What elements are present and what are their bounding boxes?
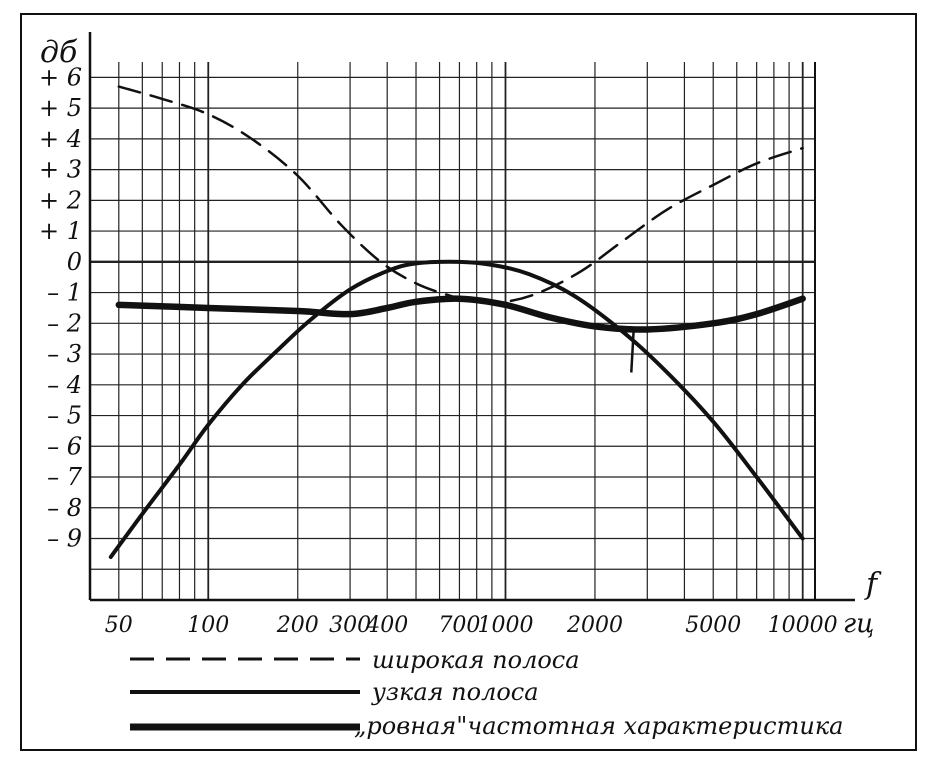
y-tick-label: + 2	[39, 186, 82, 214]
x-tick-label: 5000	[685, 613, 741, 638]
y-axis-label: дб	[40, 35, 78, 70]
y-tick-label: + 5	[39, 94, 82, 122]
x-tick-label: 400	[365, 613, 408, 638]
x-tick-label: 50	[105, 613, 133, 638]
y-tick-label: – 9	[47, 525, 82, 553]
x-tick-label: 200	[276, 613, 319, 638]
y-tick-label: – 3	[47, 340, 82, 368]
y-tick-label: – 7	[47, 463, 83, 491]
legend-label-wide-band: широкая полоса	[372, 646, 580, 674]
legend: широкая полоса узкая полоса „ровная"част…	[130, 646, 843, 740]
y-tick-label: + 4	[39, 125, 82, 153]
y-tick-label: – 2	[47, 309, 82, 337]
figure-frame	[20, 13, 917, 751]
x-tick-label: 100	[187, 613, 229, 638]
y-tick-label: – 1	[47, 279, 82, 307]
x-tick-label: 300	[329, 613, 371, 638]
series-group	[108, 85, 806, 559]
legend-label-narrow-band: узкая полоса	[371, 678, 539, 706]
series-line-narrow-band	[108, 259, 805, 559]
y-tick-label: – 5	[47, 402, 82, 430]
y-tick-label: 0	[67, 248, 82, 276]
grid	[89, 62, 815, 601]
axes	[88, 32, 855, 602]
x-tick-label: 10000	[768, 613, 838, 638]
series-line-wide-band	[117, 85, 804, 305]
series-line-flat-response	[115, 295, 806, 333]
annotation-tick	[630, 329, 635, 373]
y-tick-label: – 8	[47, 494, 82, 522]
y-tick-label: – 6	[47, 432, 82, 460]
x-tick-label: 700	[438, 613, 480, 638]
x-tick-label: 1000	[477, 613, 533, 638]
y-tick-label: + 3	[39, 156, 82, 184]
legend-label-flat-response: „ровная"частотная характеристика	[354, 712, 843, 740]
x-axis-label: f	[864, 567, 882, 602]
y-tick-label: + 6	[39, 63, 82, 91]
y-tick-label: – 4	[47, 371, 82, 399]
y-tick-label: + 1	[39, 217, 82, 245]
x-axis-unit: гц	[843, 609, 874, 639]
x-tick-label: 2000	[566, 613, 623, 638]
